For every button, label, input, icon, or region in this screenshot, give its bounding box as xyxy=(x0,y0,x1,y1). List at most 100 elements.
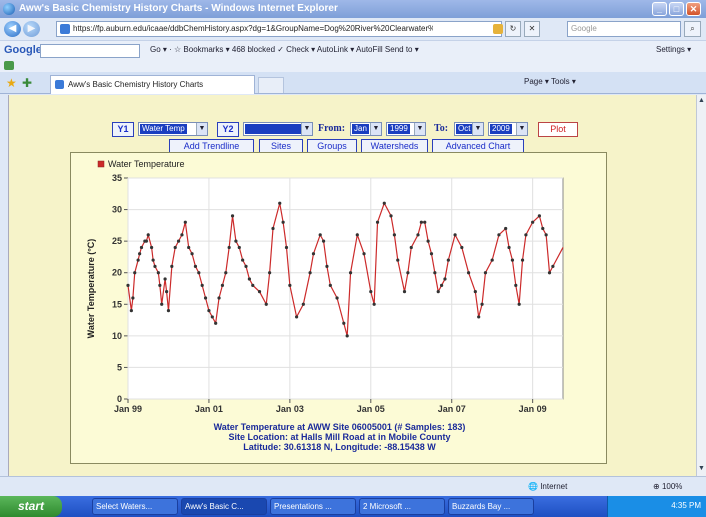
tab-row: ★ ✚ Aww's Basic Chemistry History Charts… xyxy=(0,72,706,94)
data-point xyxy=(409,245,413,250)
x-tick-label: Jan 09 xyxy=(519,404,547,414)
data-point xyxy=(372,302,376,306)
y2-button[interactable]: Y2 xyxy=(217,122,239,137)
data-point xyxy=(473,290,477,294)
data-point xyxy=(460,245,464,250)
data-point xyxy=(170,264,174,268)
y1-button[interactable]: Y1 xyxy=(112,122,134,137)
data-point xyxy=(490,258,494,262)
vertical-scrollbar[interactable]: ▲ ▼ xyxy=(696,95,706,476)
taskbar-item[interactable]: 2 Microsoft ... xyxy=(359,498,445,515)
data-point xyxy=(176,239,181,243)
scroll-up-icon[interactable]: ▲ xyxy=(698,97,705,104)
plot-button[interactable]: Plot xyxy=(538,122,578,137)
back-button[interactable]: ◀ xyxy=(4,21,21,37)
scroll-down-icon[interactable]: ▼ xyxy=(698,465,705,472)
google-search-input[interactable] xyxy=(40,44,140,58)
chart-caption-line-1: Water Temperature at AWW Site 06005001 (… xyxy=(213,422,466,432)
data-point xyxy=(264,302,268,306)
page-favicon-icon xyxy=(60,24,70,34)
data-point xyxy=(163,277,167,281)
favorites-star-icon[interactable]: ★ xyxy=(6,76,17,90)
minimize-button[interactable]: _ xyxy=(652,2,667,16)
y-tick-label: 5 xyxy=(117,362,122,372)
chevron-down-icon: ▼ xyxy=(301,123,312,135)
address-field[interactable]: https://fp.auburn.edu/icaae/ddbChemHisto… xyxy=(56,21,503,37)
data-point xyxy=(217,296,221,300)
toolbar-extra-icon[interactable] xyxy=(4,61,14,70)
refresh-button[interactable]: ↻ xyxy=(505,21,521,37)
data-point xyxy=(268,271,272,275)
data-point xyxy=(183,220,187,224)
system-tray: 4:35 PM xyxy=(607,496,706,517)
data-point xyxy=(207,309,211,313)
data-point xyxy=(278,201,282,205)
data-point xyxy=(129,309,133,313)
maximize-button[interactable]: □ xyxy=(669,2,684,16)
data-point xyxy=(443,277,447,281)
to-year-select[interactable]: 2009 ▼ xyxy=(488,122,528,136)
data-point xyxy=(345,334,349,338)
internet-zone-label: Internet xyxy=(540,482,568,491)
data-point xyxy=(375,220,380,224)
zoom-level: 100% xyxy=(661,482,683,491)
add-favorites-icon[interactable]: ✚ xyxy=(22,76,33,90)
data-point xyxy=(531,220,535,224)
y1-select[interactable]: Water Temp ▼ xyxy=(138,122,208,136)
data-point xyxy=(271,226,275,231)
data-point xyxy=(382,201,386,205)
forward-button[interactable]: ▶ xyxy=(23,21,40,37)
data-point xyxy=(187,245,191,250)
address-bar-row: ◀ ▶ https://fp.auburn.edu/icaae/ddbChemH… xyxy=(0,18,706,40)
search-input[interactable]: Google xyxy=(567,21,681,37)
data-point xyxy=(156,271,160,275)
x-tick-label: Jan 03 xyxy=(276,404,304,414)
google-logo: Google xyxy=(4,44,42,56)
data-point xyxy=(537,214,541,218)
stop-button[interactable]: ✕ xyxy=(524,21,540,37)
google-toolbar: Google Go ▾ · ☆ Bookmarks ▾ 468 blocked … xyxy=(0,40,706,60)
taskbar-item[interactable]: Aww's Basic C... xyxy=(181,498,267,515)
data-point xyxy=(517,302,521,306)
data-point xyxy=(281,220,285,224)
data-point xyxy=(342,321,346,325)
command-bar[interactable]: Page ▾ Tools ▾ xyxy=(524,77,576,86)
data-point xyxy=(355,233,359,237)
from-year-select[interactable]: 1999 ▼ xyxy=(386,122,426,136)
from-year-value: 1999 xyxy=(388,124,410,134)
data-point xyxy=(308,271,312,275)
taskbar-item[interactable]: Buzzards Bay ... xyxy=(448,498,534,515)
data-point xyxy=(180,233,184,237)
data-point xyxy=(173,245,177,250)
from-month-select[interactable]: Jan ▼ xyxy=(350,122,382,136)
search-icon[interactable]: ⌕ xyxy=(684,21,701,37)
x-tick-label: Jan 99 xyxy=(114,404,142,414)
tab-active[interactable]: Aww's Basic Chemistry History Charts xyxy=(50,75,255,94)
data-point xyxy=(392,233,396,237)
data-point xyxy=(200,283,204,287)
data-point xyxy=(520,258,525,262)
data-point xyxy=(419,220,423,224)
data-point xyxy=(547,271,552,275)
data-point xyxy=(416,233,420,237)
start-button[interactable]: start xyxy=(0,496,62,517)
data-point xyxy=(158,283,162,287)
new-tab-button[interactable] xyxy=(258,77,284,93)
google-settings-button[interactable]: Settings ▾ xyxy=(656,45,692,54)
chevron-down-icon: ▼ xyxy=(370,123,381,135)
zoom-control[interactable]: ⊕ 100% xyxy=(653,482,682,491)
taskbar-item[interactable]: Select Waters... xyxy=(92,498,178,515)
google-toolbar-items[interactable]: Go ▾ · ☆ Bookmarks ▾ 468 blocked ✓ Check… xyxy=(150,45,419,54)
lock-icon[interactable] xyxy=(493,24,503,34)
y2-select[interactable]: ▼ xyxy=(243,122,313,136)
close-window-button[interactable]: ✕ xyxy=(686,2,701,16)
data-point xyxy=(406,271,410,275)
tab-title: Aww's Basic Chemistry History Charts xyxy=(68,80,204,89)
data-point xyxy=(284,245,289,250)
data-point xyxy=(210,315,214,319)
to-month-select[interactable]: Oct ▼ xyxy=(454,122,484,136)
data-point xyxy=(507,245,511,250)
y-tick-label: 10 xyxy=(112,331,122,341)
taskbar-item[interactable]: Presentations ... xyxy=(270,498,356,515)
data-point xyxy=(369,290,373,294)
